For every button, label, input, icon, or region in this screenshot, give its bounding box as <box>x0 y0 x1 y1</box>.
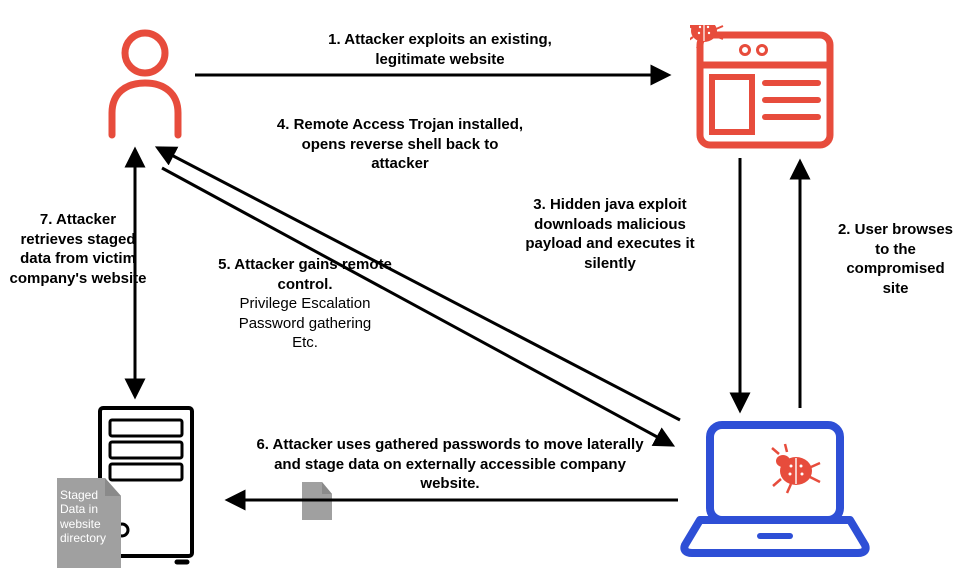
server-icon: Staged Data in website directory <box>55 400 235 585</box>
attacker-icon <box>100 25 200 150</box>
laptop-icon <box>680 415 870 570</box>
step7-label: 7. Attacker retrieves staged data from v… <box>8 210 148 288</box>
step4-label: 4. Remote Access Trojan installed, opens… <box>275 115 525 174</box>
step6-label: 6. Attacker uses gathered passwords to m… <box>250 435 650 494</box>
step5-label: 5. Attacker gains remote control. Privil… <box>210 255 400 353</box>
staged-data-doc-label: Staged Data in website directory <box>60 488 116 546</box>
website-icon <box>690 25 840 160</box>
step2-label: 2. User browses to the compromised site <box>833 220 958 298</box>
step5-detail: Privilege Escalation Password gathering … <box>239 295 372 351</box>
step1-label: 1. Attacker exploits an existing, legiti… <box>300 30 580 69</box>
step3-label: 3. Hidden java exploit downloads malicio… <box>505 195 715 273</box>
